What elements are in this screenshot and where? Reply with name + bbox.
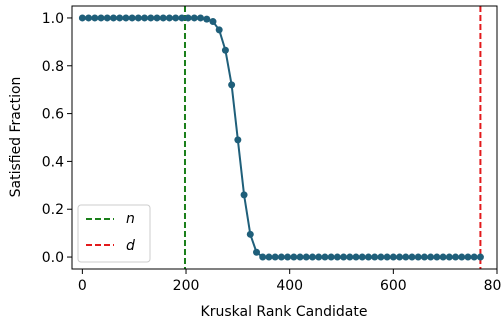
data-point [184,14,192,22]
data-point [414,253,422,261]
y-tick-label: 0.8 [42,59,64,75]
data-point [134,14,142,22]
data-point [327,253,335,261]
x-axis-ticks: 0 200 400 600 800 [78,269,501,294]
data-point [122,14,130,22]
data-point [470,253,478,261]
data-point [408,253,416,261]
data-point [290,253,298,261]
series-points [78,14,484,261]
data-point [228,81,236,89]
data-point [452,253,460,261]
y-tick-label: 1.0 [42,11,64,27]
data-point [308,253,316,261]
data-point [364,253,372,261]
data-point [190,14,198,22]
data-point [383,253,391,261]
data-point [302,253,310,261]
data-point [296,253,304,261]
x-axis-label: Kruskal Rank Candidate [201,304,368,320]
data-point [91,14,99,22]
data-point [271,253,279,261]
y-tick-label: 0.2 [42,202,64,218]
data-point [203,15,211,23]
data-point [215,26,223,34]
x-tick-label: 200 [173,278,200,294]
data-point [433,253,441,261]
data-point [315,253,323,261]
data-point [340,253,348,261]
data-point [476,253,484,261]
data-point [78,14,86,22]
data-point [234,136,242,144]
data-point [377,253,385,261]
x-tick-label: 600 [380,278,407,294]
data-point [259,253,267,261]
data-point [240,191,248,199]
data-point [178,14,186,22]
data-point [153,14,161,22]
y-axis-ticks: 0.0 0.2 0.4 0.6 0.8 1.0 [42,11,72,266]
data-point [358,253,366,261]
data-point [221,46,229,54]
data-point [265,253,273,261]
data-point [159,14,167,22]
data-point [85,14,93,22]
legend-box [77,204,151,263]
y-tick-label: 0.0 [42,250,64,266]
data-point [458,253,466,261]
data-point [165,14,173,22]
reference-lines [183,6,482,269]
data-point [371,253,379,261]
data-point [97,14,105,22]
data-point [439,253,447,261]
data-point [321,253,329,261]
legend: n d [77,204,151,263]
x-tick-label: 800 [484,278,501,294]
data-point [209,18,217,26]
y-axis-label: Satisfied Fraction [8,77,24,198]
data-point [402,253,410,261]
data-point [420,253,428,261]
legend-d-label: d [126,238,135,254]
data-point [141,14,149,22]
data-point [147,14,155,22]
data-point [389,253,397,261]
data-point [396,253,404,261]
legend-n-label: n [126,211,135,227]
data-point [116,14,124,22]
y-tick-label: 0.6 [42,107,64,123]
data-point [445,253,453,261]
data-point [284,253,292,261]
data-point [346,253,354,261]
data-point [172,14,180,22]
y-tick-label: 0.4 [42,154,64,170]
data-point [427,253,435,261]
data-point [333,253,341,261]
data-point [464,253,472,261]
data-point [197,14,205,22]
data-point [253,248,261,256]
x-tick-label: 400 [276,278,303,294]
data-point [128,14,136,22]
data-point [103,14,111,22]
data-point [352,253,360,261]
data-point [277,253,285,261]
data-point [246,230,254,238]
plot-frame [71,5,498,270]
x-tick-label: 0 [78,278,87,294]
data-point [109,14,117,22]
